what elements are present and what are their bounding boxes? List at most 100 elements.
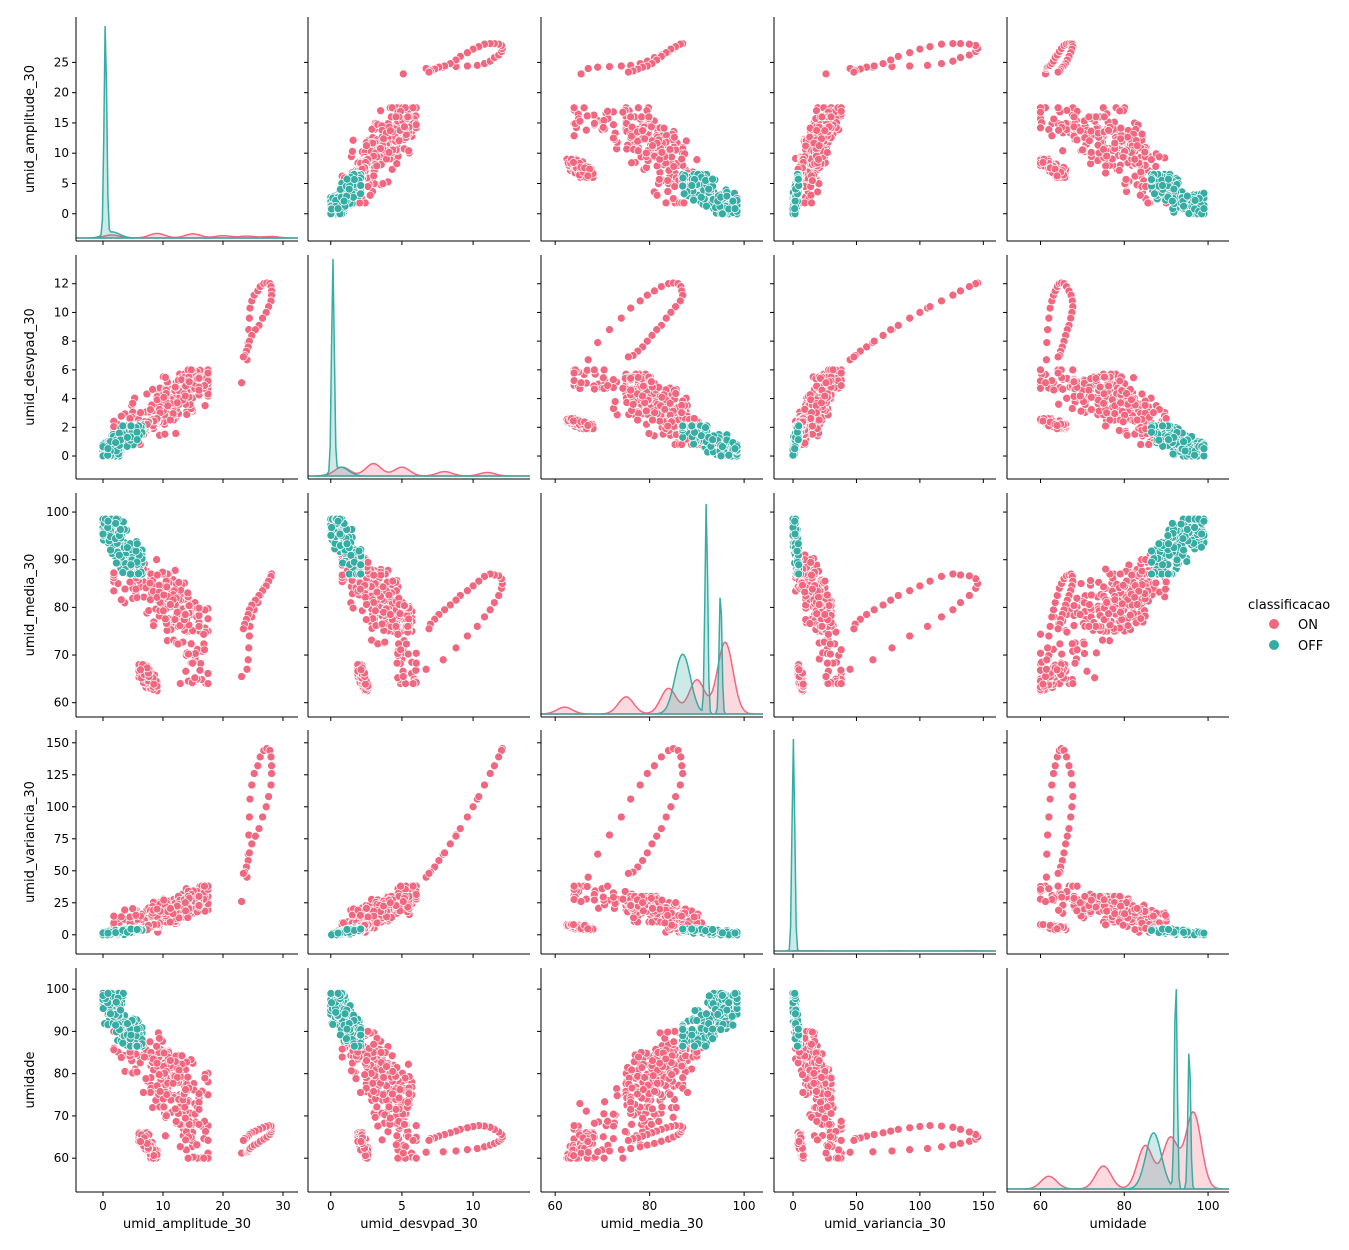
point-ON-235 xyxy=(162,582,172,592)
point-OFF-178 xyxy=(1199,444,1209,454)
point-ON-269 xyxy=(131,584,141,594)
point-ON-363 xyxy=(605,325,614,335)
point-ON-65 xyxy=(679,198,689,208)
point-ON-234 xyxy=(633,146,643,156)
point-ON-160 xyxy=(828,365,838,375)
point-ON-209 xyxy=(152,555,161,565)
point-ON-185 xyxy=(148,385,157,394)
point-ON-264 xyxy=(1075,126,1085,136)
point-OFF-167 xyxy=(1150,189,1159,199)
point-ON-179 xyxy=(609,375,618,385)
point-ON-173 xyxy=(203,368,213,378)
point-OFF-175 xyxy=(701,423,710,432)
point-ON-53 xyxy=(376,106,385,116)
point-ON-237 xyxy=(644,112,654,122)
point-ON-183 xyxy=(1114,166,1124,175)
point-OFF-178 xyxy=(790,444,800,454)
y-tick-label: 15 xyxy=(54,116,69,130)
point-OFF-160 xyxy=(1182,191,1192,201)
point-ON-262 xyxy=(822,148,832,157)
panel-umid_desvpad_30-vs-umid_variancia_30 xyxy=(770,255,996,483)
point-ON-359 xyxy=(1052,421,1062,430)
point-OFF-166 xyxy=(724,450,734,460)
point-OFF-177 xyxy=(1158,181,1167,190)
point-ON-185 xyxy=(1086,159,1095,169)
point-ON-256 xyxy=(1154,152,1164,162)
point-ON-44 xyxy=(203,614,213,624)
point-ON-161 xyxy=(590,119,599,128)
point-ON-128 xyxy=(1067,404,1077,413)
point-ON-381 xyxy=(886,55,896,65)
point-ON-237 xyxy=(1100,372,1109,382)
point-ON-156 xyxy=(181,666,191,676)
point-ON-259 xyxy=(184,601,194,610)
point-ON-259 xyxy=(400,122,409,132)
point-ON-259 xyxy=(184,377,194,387)
point-ON-265 xyxy=(125,414,135,423)
point-OFF-169 xyxy=(678,173,688,183)
point-ON-264 xyxy=(820,391,830,401)
point-ON-239 xyxy=(170,382,180,392)
point-ON-387 xyxy=(1053,67,1063,77)
point-ON-234 xyxy=(404,146,414,156)
point-OFF-179 xyxy=(132,435,142,445)
point-ON-86 xyxy=(348,147,357,156)
point-ON-378 xyxy=(915,308,925,317)
point-ON-89 xyxy=(807,198,816,208)
point-OFF-177 xyxy=(687,181,697,190)
point-ON-261 xyxy=(814,154,823,164)
point-ON-177 xyxy=(1054,125,1063,135)
point-ON-79 xyxy=(1115,106,1125,116)
point-ON-238 xyxy=(1099,389,1109,399)
point-ON-156 xyxy=(581,125,591,135)
point-ON-230 xyxy=(194,611,204,620)
point-OFF-179 xyxy=(708,435,717,445)
point-ON-247 xyxy=(812,126,822,135)
point-OFF-162 xyxy=(1179,437,1188,447)
point-ON-31 xyxy=(348,135,358,145)
point-ON-243 xyxy=(640,134,650,144)
point-ON-220 xyxy=(174,578,184,587)
point-ON-364 xyxy=(905,61,915,71)
point-ON-187 xyxy=(1078,145,1087,155)
point-OFF-162 xyxy=(702,201,711,211)
point-ON-170 xyxy=(618,383,628,393)
point-ON-173 xyxy=(1053,103,1063,113)
point-ON-247 xyxy=(1104,381,1113,391)
point-ON-31 xyxy=(171,429,181,438)
point-ON-354 xyxy=(1038,158,1048,167)
point-ON-252 xyxy=(1151,162,1161,171)
point-ON-163 xyxy=(575,116,585,126)
point-ON-203 xyxy=(677,154,687,164)
point-ON-265 xyxy=(806,414,816,423)
point-ON-154 xyxy=(1140,400,1150,410)
point-ON-230 xyxy=(637,112,646,122)
y-tick-label: 12 xyxy=(54,277,69,291)
point-ON-81 xyxy=(116,595,126,605)
point-ON-79 xyxy=(1115,376,1125,386)
point-ON-364 xyxy=(463,61,472,71)
point-ON-59 xyxy=(120,584,130,594)
panel-umid_amplitude_30-vs-umid_desvpad_30 xyxy=(304,17,530,245)
point-ON-133 xyxy=(1062,393,1072,403)
point-ON-230 xyxy=(826,112,836,122)
point-ON-257 xyxy=(194,622,204,631)
point-ON-78 xyxy=(378,179,388,189)
point-ON-189 xyxy=(1140,147,1150,157)
point-ON-367 xyxy=(642,290,652,300)
point-ON-219 xyxy=(125,577,135,587)
point-ON-86 xyxy=(160,429,170,439)
point-ON-203 xyxy=(152,570,162,580)
point-ON-262 xyxy=(159,392,169,402)
point-OFF-164 xyxy=(790,196,800,206)
point-ON-382 xyxy=(878,59,888,68)
point-ON-162 xyxy=(1049,385,1059,395)
point-ON-265 xyxy=(1161,414,1171,423)
point-ON-84 xyxy=(1122,430,1132,440)
point-ON-374 xyxy=(956,286,965,296)
point-ON-268 xyxy=(1132,415,1142,425)
point-ON-178 xyxy=(836,381,846,390)
y-tick-label: 0 xyxy=(61,449,69,463)
